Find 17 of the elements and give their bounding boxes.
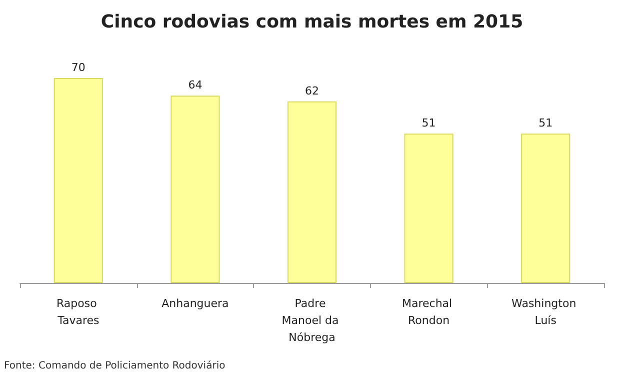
data-label: 51 [538, 116, 553, 130]
chart-title: Cinco rodovias com mais mortes em 2015 [100, 12, 524, 32]
data-label: 64 [188, 78, 202, 92]
x-tick-label: Washington Luís [512, 297, 580, 327]
bar [287, 101, 337, 283]
data-label: 51 [422, 116, 436, 130]
data-label: 62 [305, 84, 319, 98]
bar [404, 134, 454, 283]
x-tick-label: Padre Manoel da Nóbrega [282, 297, 342, 344]
x-tick-label: Raposo Tavares [56, 297, 100, 327]
source-note: Fonte: Comando de Policiamento Rodoviário [4, 360, 226, 372]
bar [54, 78, 103, 283]
data-label: 70 [71, 61, 86, 74]
bar [521, 134, 570, 283]
x-tick-label: Anhanguera [162, 297, 229, 310]
x-tick-label: Marechal Rondon [402, 297, 456, 327]
bar [170, 96, 220, 283]
